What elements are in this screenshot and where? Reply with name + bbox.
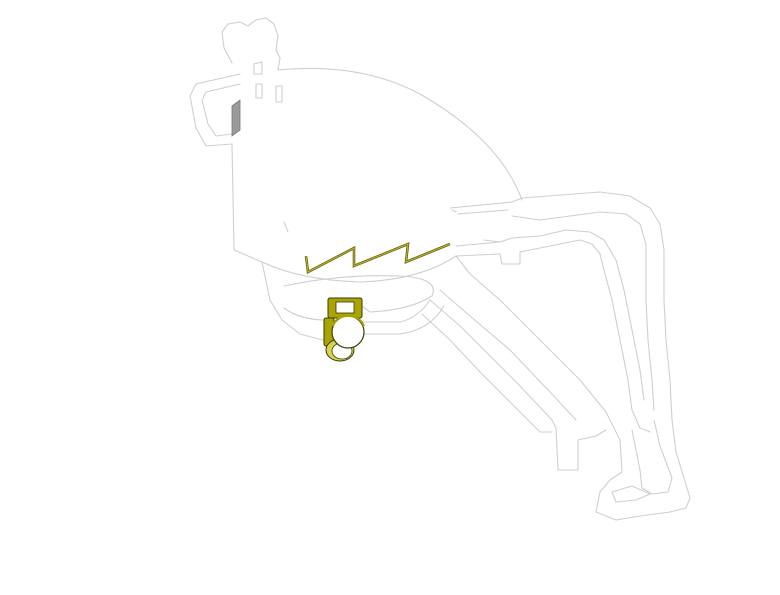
body-notch-3	[483, 239, 501, 243]
zigzag-spring	[304, 241, 451, 275]
zigzag-highlight	[305, 243, 451, 273]
clamp-assembly	[323, 297, 365, 362]
body-notch-2	[451, 209, 457, 213]
diagonal-strut-outer	[439, 255, 607, 421]
bowl-inner	[283, 275, 434, 313]
knob-slot-2	[255, 83, 263, 99]
zigzag-line	[304, 241, 451, 275]
bowl-base	[359, 305, 445, 335]
bowl-outer	[261, 255, 457, 283]
right-foot-inner	[631, 409, 673, 495]
base-plate	[611, 485, 651, 503]
bowl-lip	[283, 299, 431, 323]
right-foot	[595, 411, 691, 521]
knob-slot-3	[275, 85, 283, 103]
body-left-edge	[231, 143, 331, 343]
middle-bar	[455, 229, 645, 411]
body-notch-1	[283, 221, 289, 233]
clamp-top-window	[335, 301, 355, 314]
left-hook	[189, 73, 241, 147]
frame-outline	[189, 17, 691, 521]
clamp-disc-rim	[332, 314, 365, 327]
knob-slot	[253, 61, 263, 75]
side-tab-shape	[231, 99, 241, 137]
top-knob	[221, 17, 281, 71]
diagonal-strut-inner	[421, 299, 553, 433]
side-tab	[231, 99, 241, 137]
left-foot	[539, 419, 607, 471]
dome-arc	[277, 67, 523, 201]
upper-bar	[449, 191, 673, 421]
